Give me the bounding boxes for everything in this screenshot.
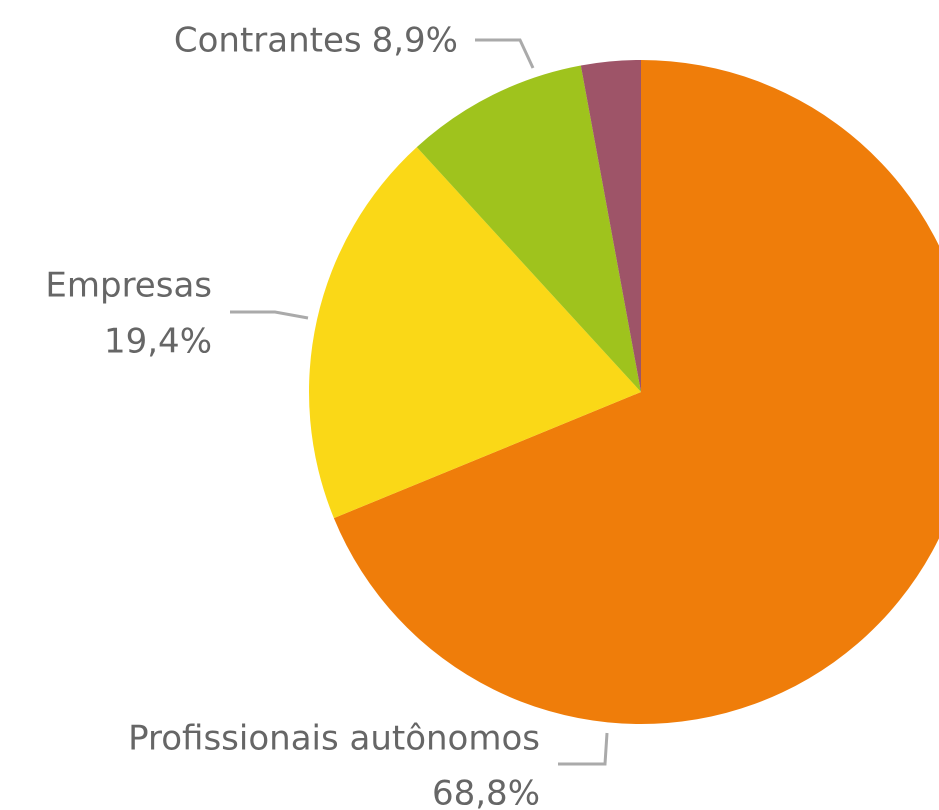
category-label: Contrantes [174, 21, 362, 61]
data-label: 8,9% [372, 21, 458, 61]
category-label: Profissionais autônomos [128, 719, 540, 759]
category-label: Empresas [45, 266, 212, 306]
pie-slice [580, 60, 641, 392]
leader-line [558, 732, 609, 766]
pie-slice [416, 65, 641, 393]
leader-line [230, 310, 309, 320]
pie-slice [333, 60, 939, 724]
leader-line [475, 38, 535, 69]
data-label: 68,8% [432, 774, 540, 810]
pie-slice [309, 147, 641, 519]
data-label: 19,4% [104, 322, 212, 362]
